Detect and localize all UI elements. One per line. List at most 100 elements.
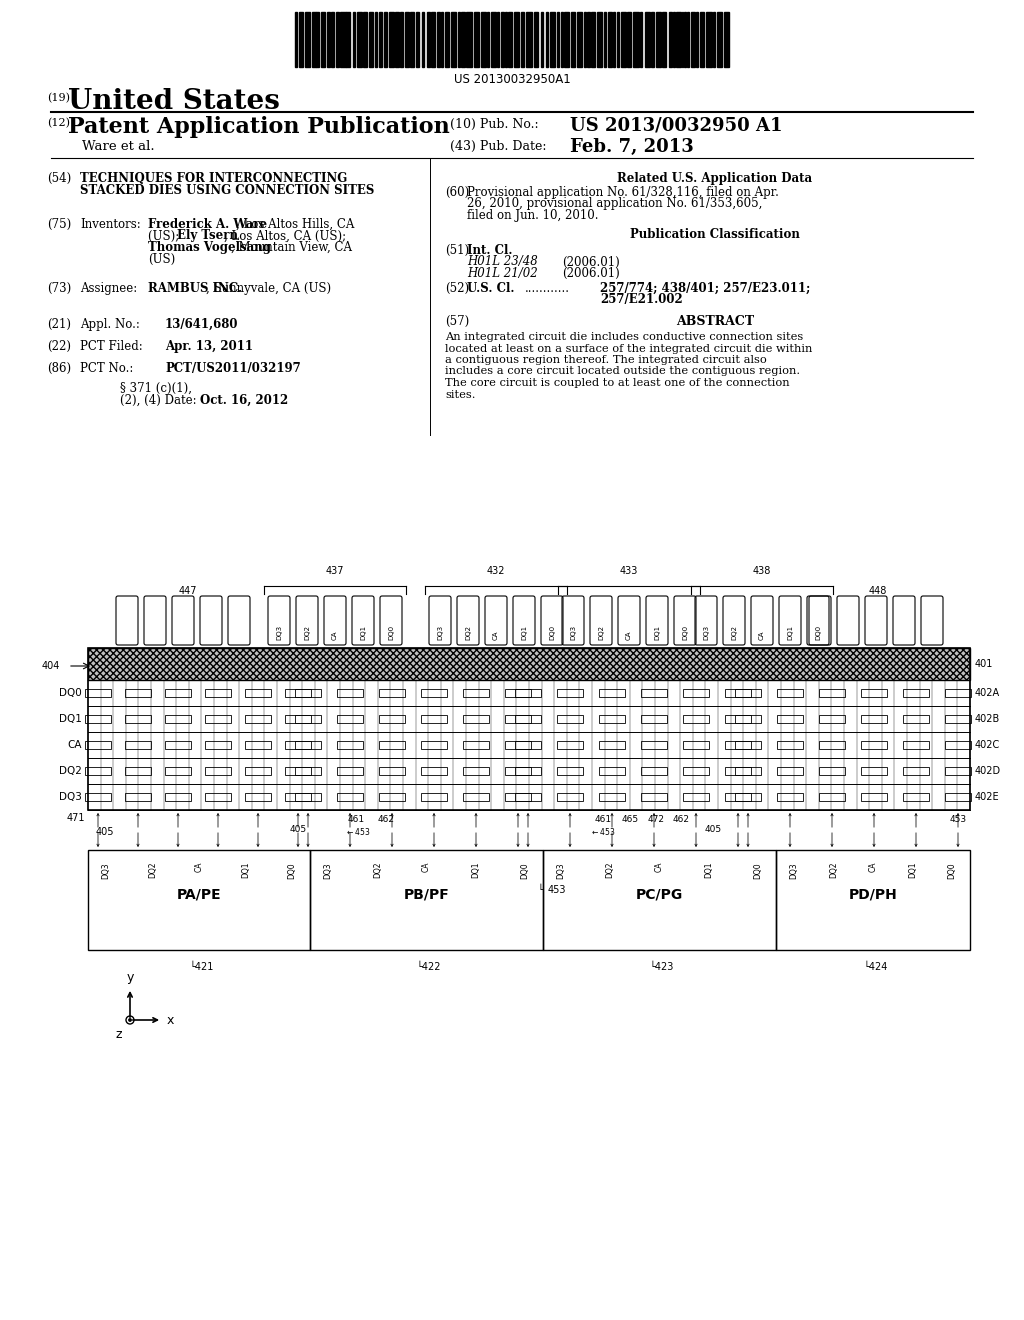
Text: DQ3: DQ3: [703, 624, 709, 640]
Text: CA: CA: [195, 862, 204, 873]
Bar: [641, 793, 667, 801]
Bar: [725, 715, 751, 723]
Bar: [682, 12, 683, 67]
Bar: [431, 12, 435, 67]
Text: (73): (73): [47, 282, 72, 294]
Bar: [459, 12, 460, 67]
Bar: [295, 689, 321, 697]
Bar: [395, 12, 399, 67]
Text: CA: CA: [655, 862, 664, 873]
Text: , Sunnyvale, CA (US): , Sunnyvale, CA (US): [206, 282, 332, 294]
Bar: [88, 648, 970, 680]
Text: 402B: 402B: [975, 714, 1000, 723]
Bar: [85, 767, 111, 775]
Text: 402D: 402D: [975, 766, 1001, 776]
Text: CA: CA: [332, 631, 338, 640]
Bar: [861, 741, 887, 748]
Text: , Los Altos Hills, CA: , Los Altos Hills, CA: [237, 218, 354, 231]
Text: └: └: [538, 884, 543, 895]
Bar: [564, 12, 569, 67]
Text: PB/PF: PB/PF: [403, 888, 450, 902]
Bar: [245, 767, 271, 775]
Bar: [557, 715, 583, 723]
Bar: [945, 767, 971, 775]
Bar: [597, 12, 602, 67]
Text: DQ1: DQ1: [705, 862, 714, 879]
Bar: [777, 767, 803, 775]
Text: 402A: 402A: [975, 688, 1000, 698]
Bar: [599, 689, 625, 697]
Text: 401: 401: [975, 659, 993, 669]
Text: DQ0: DQ0: [682, 624, 688, 640]
Bar: [285, 741, 311, 748]
Text: DQ3: DQ3: [570, 624, 575, 640]
Bar: [641, 741, 667, 748]
Bar: [285, 715, 311, 723]
Text: DQ3: DQ3: [556, 862, 565, 879]
Bar: [463, 689, 489, 697]
Text: CA: CA: [68, 741, 82, 750]
Bar: [616, 12, 620, 67]
Bar: [492, 12, 496, 67]
Bar: [945, 741, 971, 748]
Text: x: x: [167, 1014, 174, 1027]
Text: 402C: 402C: [975, 741, 1000, 750]
Text: 447: 447: [179, 586, 198, 597]
Text: Appl. No.:: Appl. No.:: [80, 318, 140, 331]
Text: Feb. 7, 2013: Feb. 7, 2013: [570, 139, 693, 156]
Text: 405: 405: [290, 825, 307, 834]
Text: 26, 2010, provisional application No. 61/353,605,: 26, 2010, provisional application No. 61…: [467, 198, 763, 210]
Bar: [725, 793, 751, 801]
Text: TECHNIQUES FOR INTERCONNECTING: TECHNIQUES FOR INTERCONNECTING: [80, 172, 347, 185]
Bar: [521, 12, 524, 67]
Bar: [557, 12, 559, 67]
Bar: [205, 741, 231, 748]
Bar: [599, 793, 625, 801]
Text: (US);: (US);: [148, 230, 183, 243]
Text: H01L 23/48: H01L 23/48: [467, 256, 538, 268]
Text: z: z: [116, 1027, 122, 1040]
Bar: [421, 767, 447, 775]
Bar: [607, 12, 611, 67]
Bar: [379, 689, 406, 697]
Bar: [725, 767, 751, 775]
Text: , Mountain View, CA: , Mountain View, CA: [231, 242, 352, 253]
Bar: [861, 715, 887, 723]
Bar: [364, 12, 367, 67]
Text: PD/PH: PD/PH: [849, 888, 897, 902]
Bar: [321, 12, 325, 67]
Bar: [509, 12, 512, 67]
Text: Provisional application No. 61/328,116, filed on Apr.: Provisional application No. 61/328,116, …: [467, 186, 779, 199]
Bar: [295, 793, 321, 801]
Bar: [515, 741, 541, 748]
Bar: [421, 793, 447, 801]
Bar: [205, 793, 231, 801]
Bar: [505, 715, 531, 723]
Text: (75): (75): [47, 218, 72, 231]
Bar: [165, 767, 191, 775]
Text: PCT Filed:: PCT Filed:: [80, 341, 142, 352]
Bar: [683, 793, 709, 801]
Bar: [819, 793, 845, 801]
Bar: [505, 767, 531, 775]
Bar: [534, 12, 539, 67]
Text: DQ2: DQ2: [59, 766, 82, 776]
Text: DQ1: DQ1: [787, 624, 793, 640]
Bar: [641, 715, 667, 723]
Text: 448: 448: [868, 586, 887, 597]
Text: (2006.01): (2006.01): [562, 267, 620, 280]
Text: (2), (4) Date:: (2), (4) Date:: [120, 393, 197, 407]
Bar: [445, 12, 449, 67]
Bar: [370, 12, 374, 67]
Bar: [669, 12, 673, 67]
Bar: [945, 793, 971, 801]
Bar: [331, 12, 334, 67]
Text: DQ1: DQ1: [471, 862, 480, 879]
Text: (21): (21): [47, 318, 71, 331]
Bar: [725, 689, 751, 697]
Bar: [561, 12, 563, 67]
Bar: [546, 12, 548, 67]
Bar: [724, 12, 729, 67]
Text: PCT/US2011/032197: PCT/US2011/032197: [165, 362, 301, 375]
Bar: [463, 741, 489, 748]
